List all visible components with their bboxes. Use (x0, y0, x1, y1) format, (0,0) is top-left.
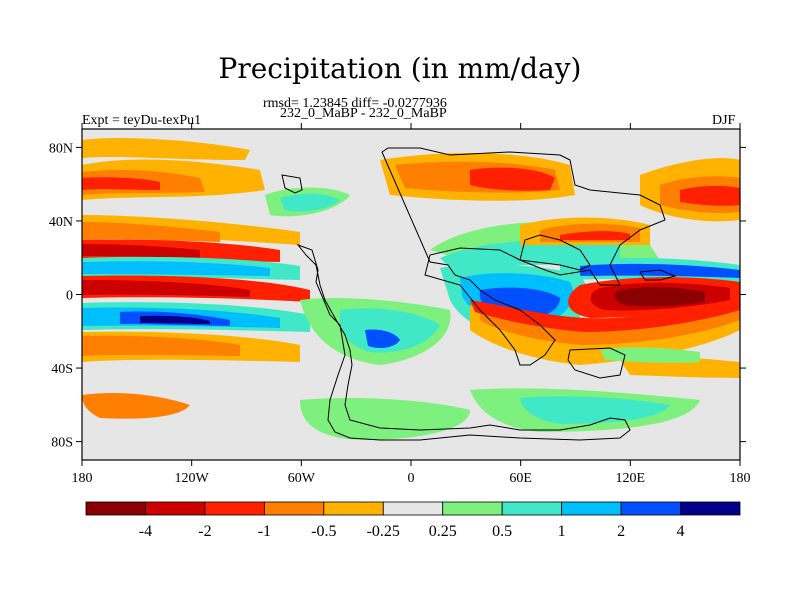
stats-line: rmsd= 1.23845 diff= -0.0277936 (263, 96, 447, 111)
lat-tick-label: 40N (49, 215, 73, 230)
colorbar-label: -0.25 (367, 523, 400, 540)
colorbar-swatch (620, 501, 681, 516)
colorbar-swatch (561, 501, 622, 516)
colorbar-label: -4 (139, 523, 152, 540)
colorbar-label: 0.25 (429, 523, 457, 540)
colorbar-label: 0.5 (492, 523, 512, 540)
lon-tick-label: 0 (408, 471, 415, 486)
runs-line: 232_0_MaBP - 232_0_MaBP (280, 106, 447, 121)
lat-tick-label: 80N (49, 141, 73, 156)
colorbar-label: -2 (198, 523, 211, 540)
coastlines (281, 147, 677, 441)
chart-title: Precipitation (in mm/day) (218, 52, 582, 85)
anomaly-field (82, 138, 740, 440)
colorbar-label: 4 (677, 523, 685, 540)
colorbar-swatch (145, 501, 206, 516)
colorbar-swatch (382, 501, 444, 516)
colorbar-label: 1 (558, 523, 566, 540)
colorbar-swatch (323, 501, 384, 516)
colorbar-label: -1 (258, 523, 271, 540)
colorbar-swatch (85, 501, 146, 516)
colorbar-label: 2 (617, 523, 625, 540)
lon-tick-label: 180 (72, 471, 93, 486)
lat-tick-label: 40S (51, 362, 73, 377)
colorbar-swatch (263, 501, 325, 516)
lon-tick-label: 120W (175, 471, 210, 486)
lat-tick-label: 0 (66, 289, 73, 304)
lon-tick-label: 180 (730, 471, 751, 486)
lon-tick-label: 60W (288, 471, 316, 486)
colorbar-swatch (501, 501, 563, 516)
expt-label: Expt = teyDu-texPu1 (82, 113, 202, 128)
lat-tick-label: 80S (51, 436, 73, 451)
colorbar-swatch (442, 501, 503, 516)
season-label: DJF (712, 113, 736, 128)
colorbar-label: -0.5 (311, 523, 336, 540)
lon-tick-label: 120E (616, 471, 646, 486)
colorbar-swatch (204, 501, 265, 516)
lon-tick-label: 60E (509, 471, 532, 486)
colorbar-swatch (680, 501, 741, 516)
